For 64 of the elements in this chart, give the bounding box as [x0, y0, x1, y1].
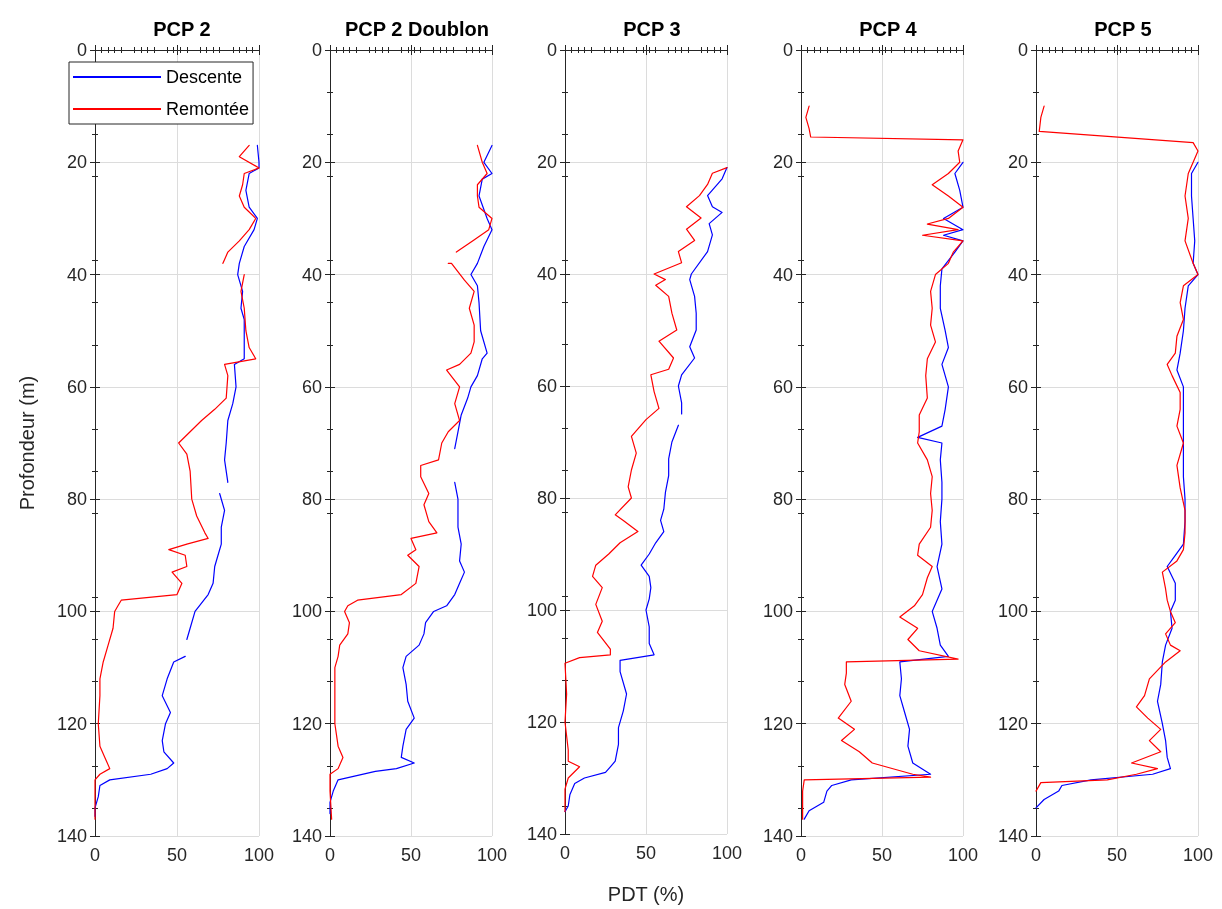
- x-tick-label: 50: [1106, 845, 1128, 865]
- y-tick-label: 100: [997, 601, 1028, 622]
- x-tick-label: 100: [711, 843, 743, 863]
- x-tick-label: 50: [166, 845, 188, 865]
- y-tick-label: 0: [76, 40, 87, 60]
- x-axis-title: PDT (%): [607, 883, 685, 905]
- y-tick-label: 20: [66, 152, 87, 173]
- legend-label: Remontée: [166, 99, 250, 119]
- y-tick-label: 80: [772, 489, 793, 510]
- x-tick-label: 50: [635, 843, 657, 863]
- y-tick-label: 20: [301, 152, 322, 173]
- x-tick-label: 100: [476, 845, 508, 865]
- chart-title: PCP 2: [153, 18, 211, 40]
- chart-title: PCP 2 Doublon: [344, 18, 490, 40]
- y-tick-label: 20: [1007, 152, 1028, 173]
- x-tick-label: 100: [947, 845, 979, 865]
- y-tick-label: 0: [546, 40, 557, 60]
- chart-title: PCP 4: [859, 18, 918, 40]
- y-tick-label: 120: [997, 713, 1028, 734]
- y-tick-label: 80: [536, 488, 557, 508]
- x-tick-label: 0: [559, 843, 571, 863]
- y-tick-label: 0: [1017, 40, 1028, 60]
- y-tick-label: 120: [762, 713, 793, 734]
- y-tick-label: 120: [291, 713, 322, 734]
- y-tick-label: 60: [301, 376, 322, 397]
- x-tick-label: 100: [1182, 845, 1214, 865]
- y-tick-label: 140: [526, 824, 557, 844]
- y-tick-label: 0: [782, 40, 793, 60]
- y-tick-label: 100: [291, 601, 322, 622]
- y-tick-label: 120: [526, 712, 557, 732]
- y-tick-label: 40: [772, 264, 793, 285]
- y-tick-label: 140: [291, 826, 322, 846]
- y-tick-label: 120: [56, 713, 87, 734]
- x-tick-label: 0: [89, 845, 101, 865]
- y-tick-label: 40: [536, 264, 557, 284]
- y-tick-label: 60: [66, 376, 87, 397]
- y-tick-label: 40: [301, 264, 322, 285]
- y-tick-label: 60: [536, 376, 557, 396]
- x-tick-label: 0: [324, 845, 336, 865]
- x-tick-label: 0: [795, 845, 807, 865]
- chart-title: PCP 3: [623, 18, 681, 40]
- y-tick-label: 100: [762, 601, 793, 622]
- y-tick-label: 100: [526, 600, 557, 620]
- y-tick-label: 140: [762, 826, 793, 846]
- legend-label: Descente: [166, 67, 243, 87]
- y-tick-label: 20: [536, 152, 557, 172]
- y-tick-label: 140: [997, 826, 1028, 846]
- x-tick-label: 100: [243, 845, 275, 865]
- y-tick-label: 40: [66, 264, 87, 285]
- chart-title: PCP 5: [1094, 18, 1152, 40]
- y-tick-label: 100: [56, 601, 87, 622]
- y-tick-label: 40: [1007, 264, 1028, 285]
- y-tick-label: 0: [311, 40, 322, 60]
- y-tick-label: 60: [772, 376, 793, 397]
- y-tick-label: 80: [301, 489, 322, 510]
- y-tick-label: 80: [1007, 489, 1028, 510]
- y-tick-label: 80: [66, 489, 87, 510]
- x-tick-label: 0: [1030, 845, 1042, 865]
- y-tick-label: 140: [56, 826, 87, 846]
- y-tick-label: 60: [1007, 376, 1028, 397]
- y-tick-label: 20: [772, 152, 793, 173]
- y-axis-title: Profondeur (m): [16, 375, 38, 511]
- x-tick-label: 50: [871, 845, 893, 865]
- x-tick-label: 50: [400, 845, 422, 865]
